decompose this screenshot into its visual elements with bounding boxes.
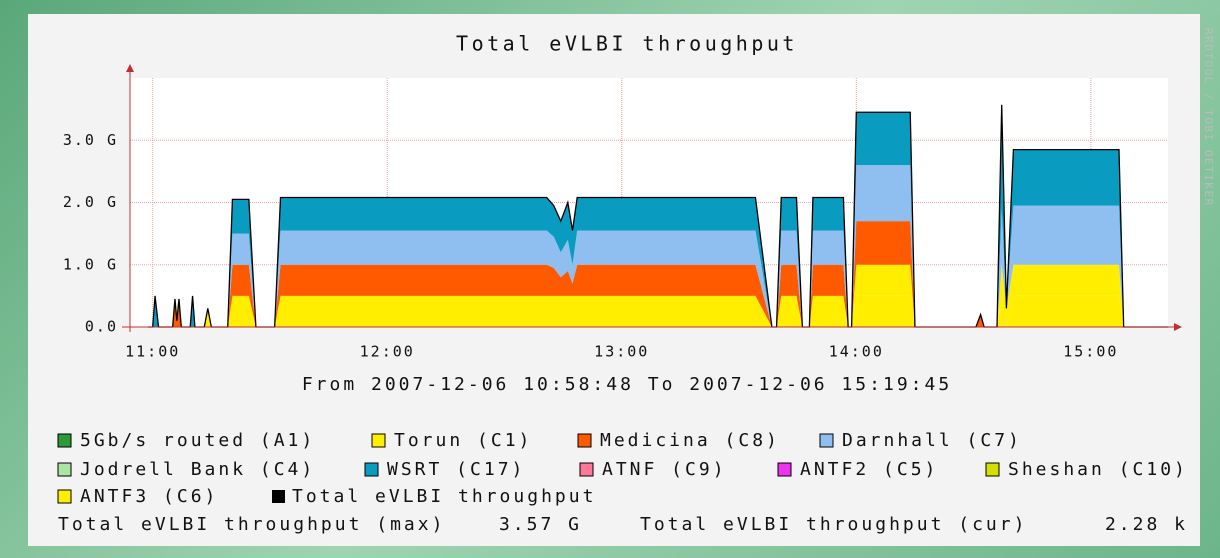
stat-label: Total eVLBI throughput (cur): [640, 514, 1027, 535]
legend-label: 5Gb/s routed (A1): [80, 430, 315, 451]
legend-swatch: [985, 462, 1000, 477]
x-tick-label: 15:00: [1063, 343, 1118, 361]
chart-title: Total eVLBI throughput: [456, 32, 798, 56]
stat-value: 3.57 G: [499, 514, 582, 535]
legend-label: ATNF (C9): [602, 459, 727, 480]
legend-label: ANTF2 (C5): [800, 459, 938, 480]
y-tick-label: 0.0: [85, 318, 118, 336]
x-axis-label: From 2007-12-06 10:58:48 To 2007-12-06 1…: [302, 374, 952, 395]
x-tick-label: 13:00: [594, 343, 649, 361]
legend-swatch: [777, 462, 792, 477]
x-tick-label: 14:00: [829, 343, 884, 361]
legend-label: Jodrell Bank (C4): [80, 459, 315, 480]
area: [148, 221, 1169, 327]
legend-swatch: [364, 462, 379, 477]
area: [148, 165, 1169, 327]
legend-label: Sheshan (C10): [1008, 459, 1188, 480]
x-tick-label: 12:00: [360, 343, 415, 361]
legend-swatch: [579, 462, 594, 477]
x-axis-arrow: [1174, 323, 1182, 331]
legend-swatch: [371, 433, 386, 448]
legend-swatch: [819, 433, 834, 448]
x-tick-label: 11:00: [125, 343, 180, 361]
legend-label: Torun (C1): [394, 430, 532, 451]
area: [148, 264, 1169, 327]
legend-label: WSRT (C17): [387, 459, 525, 480]
legend-label: ANTF3 (C6): [80, 486, 218, 507]
legend-label: Medicina (C8): [600, 430, 780, 451]
y-tick-label: 2.0 G: [63, 193, 118, 211]
legend-label: Total eVLBI throughput: [292, 486, 596, 507]
area: [148, 104, 1169, 328]
stat-label: Total eVLBI throughput (max): [58, 514, 445, 535]
legend-swatch: [57, 462, 72, 477]
legend-swatch: [577, 433, 592, 448]
area: [148, 295, 1169, 327]
legend-label: Darnhall (C7): [842, 430, 1022, 451]
watermark: RRDTOOL / TOBI OETIKER: [1202, 28, 1215, 207]
legend-swatch: [272, 490, 285, 503]
y-tick-label: 1.0 G: [63, 255, 118, 273]
y-axis-arrow: [126, 64, 134, 72]
legend-swatch: [57, 489, 72, 504]
stat-value: 2.28 k: [1105, 514, 1188, 535]
y-tick-label: 3.0 G: [63, 131, 118, 149]
legend-swatch: [57, 433, 72, 448]
